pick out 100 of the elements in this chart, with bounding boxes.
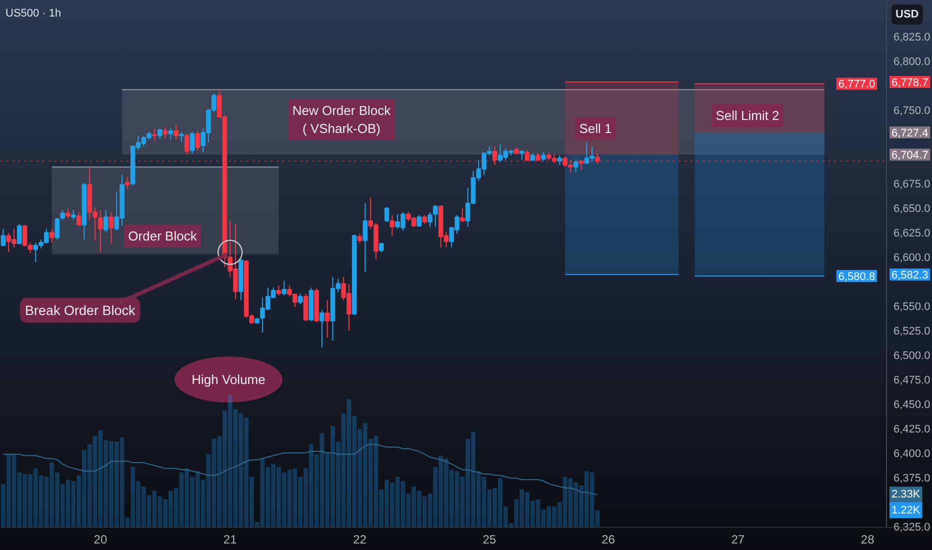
annotation: New Order Block ( VShark-OB) [292,103,392,136]
bar [71,481,76,528]
bar [449,470,454,528]
y-tick-label: 6,650.0 [894,203,930,216]
bar [266,466,270,528]
y-tick-label: 6,750.0 [894,105,930,118]
bar [76,475,82,528]
text: USD [896,8,919,20]
y-tick-label: 6,778.7 [892,77,928,90]
bar [254,522,260,528]
bar [546,506,552,528]
bar [98,430,103,528]
bar [525,492,530,528]
bar [87,444,92,528]
candlestick [17,223,22,245]
bar [552,506,556,528]
bar [238,413,244,528]
bar [454,471,460,528]
bar [438,456,444,528]
bar [287,470,292,528]
bar [0,484,6,528]
candlestick [125,176,130,190]
bar [141,486,146,528]
candlestick [282,280,287,296]
y-tick-label: 6,450.0 [894,399,930,412]
bar [406,494,411,528]
y-tick-label: 6,475.0 [894,374,930,387]
candlestick [108,212,114,244]
bar [244,418,249,528]
bar [352,416,357,528]
bar [282,472,286,528]
bar [114,442,119,528]
bar [125,518,130,528]
candlestick [357,233,362,244]
bar [476,471,481,528]
bar [298,476,303,528]
y-tick-label: 6,400.0 [894,448,930,460]
candlestick [76,212,82,226]
bar [368,438,373,528]
candlestick [49,228,54,243]
candlestick [54,217,60,240]
bar [444,458,448,528]
candlestick [519,150,524,161]
candlestick [179,131,184,142]
annotation: High Volume [192,372,266,387]
bar [503,506,508,528]
bar [358,428,362,528]
line-series [2,444,598,496]
y-tick-label: 6,600.0 [894,252,930,264]
y-tick-label: 6,375.0 [894,472,930,485]
bar [82,450,86,528]
bar [471,432,476,528]
bar [292,468,298,528]
bar [530,500,535,528]
candlestick [298,292,303,305]
bar [574,482,578,528]
candlestick [324,300,330,338]
bar [195,471,200,528]
bar [579,485,584,528]
annotation: Sell Limit 2 [716,108,780,123]
bar [536,499,540,528]
y2-tick-label: 1.22K [892,504,921,516]
bar [92,436,98,528]
bar [325,452,330,528]
y-tick-label: 6,825.0 [894,32,930,44]
bar [109,442,114,528]
y-tick-label: 6,727.4 [892,127,928,140]
bar [66,480,70,528]
bar [341,413,346,528]
candlestick [184,133,190,155]
bar [395,476,400,528]
bar [308,444,314,528]
candlestick [103,210,108,234]
candlestick [384,206,390,222]
bar [44,476,49,528]
bar [55,472,60,528]
bar [130,466,136,528]
bar [136,481,140,528]
candlestick [573,158,578,172]
annotation: Order Block [128,228,198,244]
bar [514,499,519,528]
bar [6,454,11,528]
data-label: 6,580.8 [838,271,876,284]
x-tick-label: 26 [602,532,616,546]
annotation: Sell 1 [579,121,612,136]
bar [276,466,281,528]
candlestick [195,130,200,151]
bar [212,438,216,528]
bar [33,468,38,528]
candlestick [98,210,103,253]
bar [362,423,368,528]
y-tick-label: 6,704.7 [892,150,928,162]
text: US500 · 1h [6,8,62,20]
y-tick-label: 6,550.0 [894,301,930,314]
candlestick [320,310,324,348]
bar [590,472,594,528]
bar [163,499,168,528]
bar [520,489,524,528]
y-tick-label: 6,625.0 [894,228,930,240]
bar [562,476,568,528]
